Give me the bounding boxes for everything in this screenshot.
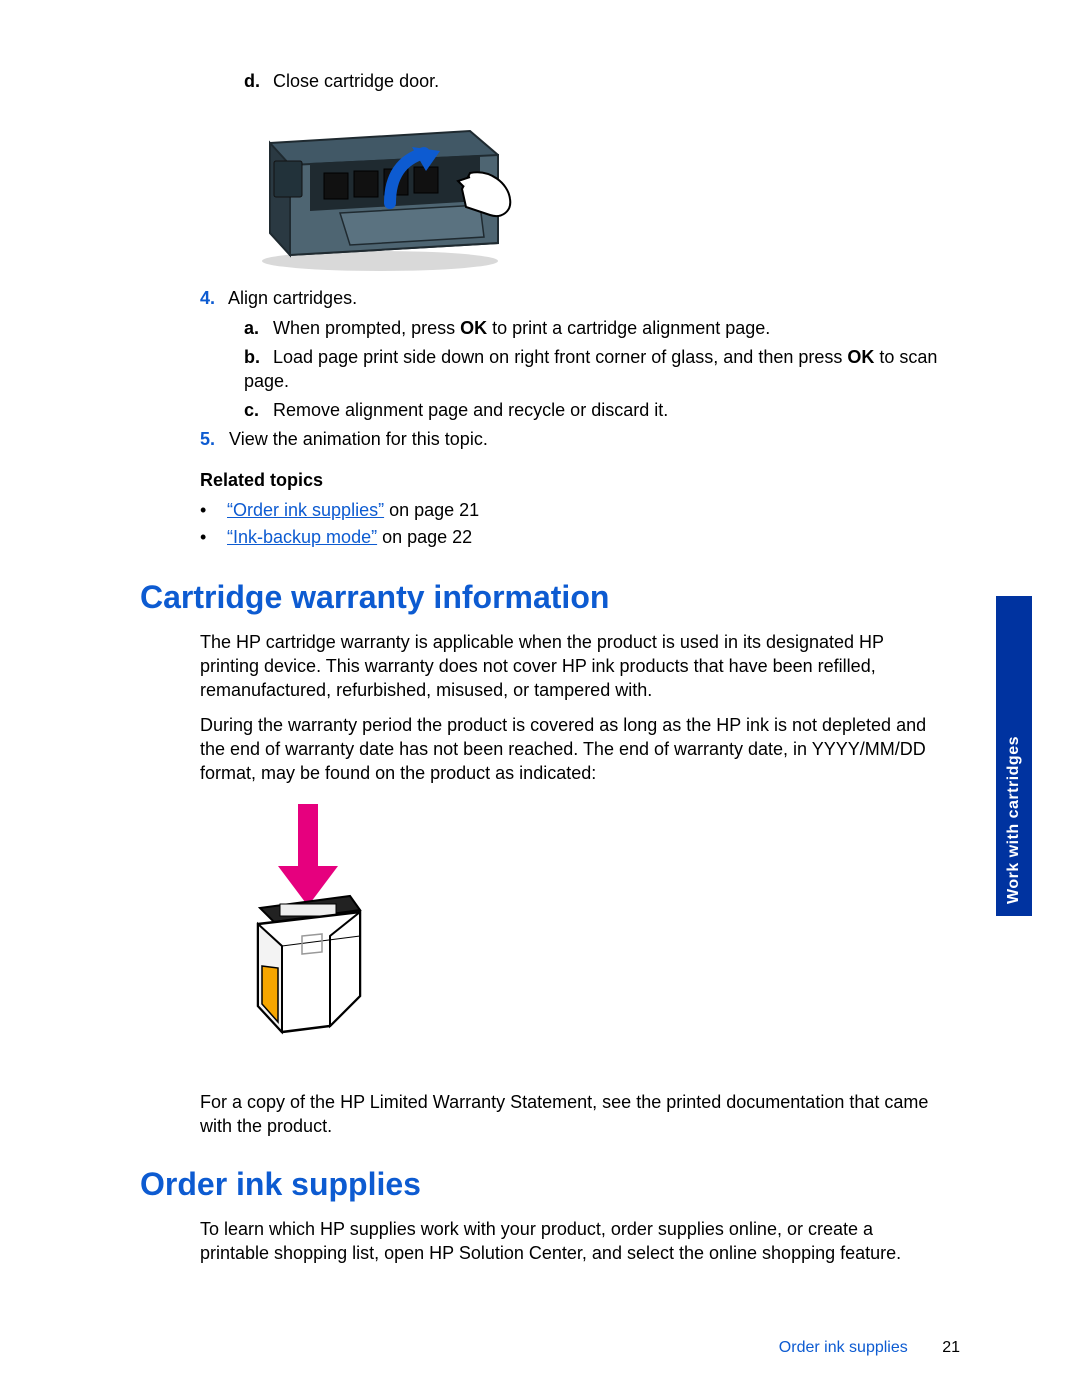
step-4c-text: Remove alignment page and recycle or dis… [273, 400, 668, 420]
step-5-marker: 5. [200, 428, 224, 451]
bullet-icon: • [200, 497, 222, 524]
step-4a-before: When prompted, press [273, 318, 460, 338]
bullet-icon: • [200, 524, 222, 551]
step-4b-before: Load page print side down on right front… [273, 347, 847, 367]
step-4c: c. Remove alignment page and recycle or … [244, 399, 940, 422]
step-4: 4. Align cartridges. [200, 287, 940, 310]
step-4a-text: When prompted, press OK to print a cartr… [273, 318, 770, 338]
step-4a-after: to print a cartridge alignment page. [487, 318, 770, 338]
step-4a-marker: a. [244, 317, 268, 340]
link2-suffix: on page 22 [377, 527, 472, 547]
step-4b-ok: OK [847, 347, 874, 367]
step-5-text: View the animation for this topic. [229, 429, 488, 449]
link1-suffix: on page 21 [384, 500, 479, 520]
page-footer: Order ink supplies 21 [779, 1339, 960, 1357]
heading-order-ink-supplies: Order ink supplies [140, 1166, 940, 1203]
step-4b-marker: b. [244, 346, 268, 369]
step-4c-marker: c. [244, 399, 268, 422]
footer-page-number: 21 [942, 1339, 960, 1356]
warranty-paragraph-1: The HP cartridge warranty is applicable … [200, 630, 940, 703]
related-link-2-row: • “Ink-backup mode” on page 22 [200, 524, 940, 551]
warranty-paragraph-2: During the warranty period the product i… [200, 713, 940, 786]
cartridge-illustration [210, 796, 940, 1076]
section-tab-label: Work with cartridges [1005, 736, 1023, 904]
printer-illustration [240, 103, 940, 273]
link-ink-backup-mode[interactable]: “Ink-backup mode” [227, 527, 377, 547]
warranty-paragraph-3: For a copy of the HP Limited Warranty St… [200, 1090, 940, 1139]
order-paragraph-1: To learn which HP supplies work with you… [200, 1217, 940, 1266]
related-link-1-row: • “Order ink supplies” on page 21 [200, 497, 940, 524]
step-4b-text: Load page print side down on right front… [244, 347, 937, 390]
step-4-text: Align cartridges. [228, 288, 357, 308]
step-4a: a. When prompted, press OK to print a ca… [244, 317, 940, 340]
step-d-marker: d. [244, 70, 268, 93]
step-4b: b. Load page print side down on right fr… [244, 346, 940, 393]
footer-section-title: Order ink supplies [779, 1339, 908, 1356]
step-d-text: Close cartridge door. [273, 71, 439, 91]
step-5: 5. View the animation for this topic. [200, 428, 940, 451]
heading-cartridge-warranty: Cartridge warranty information [140, 579, 940, 616]
link-order-ink-supplies[interactable]: “Order ink supplies” [227, 500, 384, 520]
step-4-marker: 4. [200, 287, 224, 310]
step-d: d. Close cartridge door. [244, 70, 940, 93]
document-page: d. Close cartridge door. [0, 0, 1080, 1397]
content-column: d. Close cartridge door. [200, 70, 940, 1266]
section-tab: Work with cartridges [996, 596, 1032, 916]
related-topics-heading: Related topics [200, 470, 940, 491]
step-4a-ok: OK [460, 318, 487, 338]
